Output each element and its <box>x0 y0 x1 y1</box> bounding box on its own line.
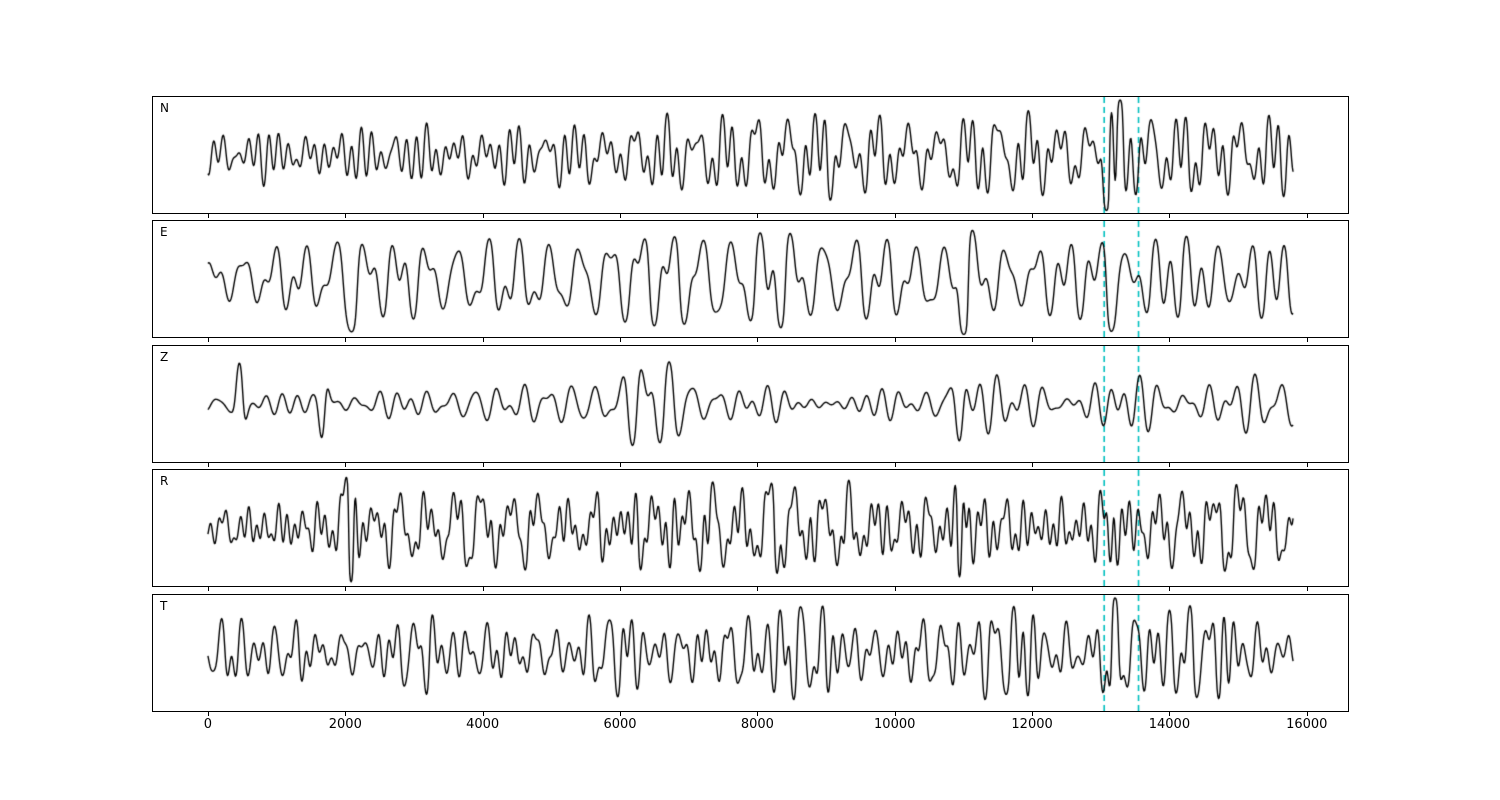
waveform-canvas-Z <box>153 346 1348 462</box>
x-tick-mark <box>1306 338 1308 342</box>
x-tick-mark <box>1032 214 1034 218</box>
x-tick-mark <box>757 587 759 591</box>
x-tick-mark <box>757 463 759 467</box>
x-tick-mark <box>894 712 896 716</box>
waveform-canvas-T <box>153 595 1348 711</box>
x-tick-mark <box>1306 712 1308 716</box>
waveform-canvas-E <box>153 221 1348 337</box>
panel-T: T <box>152 594 1349 716</box>
x-tick-mark <box>620 463 621 467</box>
x-tick-mark <box>207 712 209 716</box>
x-tick-mark <box>620 338 621 342</box>
x-tick-mark <box>757 214 759 218</box>
x-tick-mark <box>482 338 484 342</box>
x-tick-mark <box>1306 587 1308 591</box>
x-tick-label: 8000 <box>740 717 774 732</box>
x-tick-mark <box>345 338 347 342</box>
x-tick-label: 0 <box>203 717 213 732</box>
x-tick-label: 12000 <box>1011 717 1053 732</box>
panel-N: N <box>152 96 1349 218</box>
x-tick-mark <box>1306 214 1308 218</box>
x-tick-mark <box>894 463 896 467</box>
x-tick-label: 10000 <box>874 717 916 732</box>
x-tick-mark <box>1169 463 1171 467</box>
x-tick-mark <box>207 463 209 467</box>
x-tick-mark <box>1032 712 1034 716</box>
panel-E: E <box>152 220 1349 342</box>
x-tick-mark <box>1032 338 1034 342</box>
panel-label-E: E <box>160 225 168 239</box>
x-tick-mark <box>1032 587 1034 591</box>
x-tick-mark <box>894 338 896 342</box>
x-tick-mark <box>620 587 621 591</box>
x-tick-mark <box>1306 463 1308 467</box>
x-tick-mark <box>482 463 484 467</box>
x-tick-mark <box>894 587 896 591</box>
waveform-canvas-R <box>153 470 1348 586</box>
panel-R: R <box>152 469 1349 591</box>
x-tick-mark <box>345 214 347 218</box>
x-tick-mark <box>1032 463 1034 467</box>
waveform-canvas-N <box>153 97 1348 213</box>
x-tick-mark <box>207 587 209 591</box>
panel-label-R: R <box>160 474 169 488</box>
panel-label-N: N <box>160 101 169 115</box>
x-tick-mark <box>482 587 484 591</box>
x-tick-mark <box>345 463 347 467</box>
x-tick-mark <box>894 214 896 218</box>
x-tick-mark <box>757 338 759 342</box>
x-tick-mark <box>207 214 209 218</box>
x-tick-mark <box>482 214 484 218</box>
x-tick-label: 2000 <box>328 717 362 732</box>
x-tick-mark <box>1169 338 1171 342</box>
panel-label-T: T <box>160 599 168 613</box>
x-axis: 0 2000 4000 6000 8000 10000 12000 14000 16000 <box>152 717 1349 737</box>
x-tick-mark <box>482 712 484 716</box>
x-tick-mark <box>757 712 759 716</box>
x-tick-mark <box>1169 712 1171 716</box>
x-tick-mark <box>345 712 347 716</box>
x-tick-label: 4000 <box>466 717 500 732</box>
x-tick-mark <box>1169 587 1171 591</box>
panel-label-Z: Z <box>160 350 169 364</box>
x-tick-mark <box>1169 214 1171 218</box>
x-tick-label: 14000 <box>1148 717 1191 732</box>
x-tick-label: 16000 <box>1286 717 1328 732</box>
x-tick-mark <box>345 587 347 591</box>
panel-Z: Z <box>152 345 1349 467</box>
x-tick-mark <box>620 712 621 716</box>
x-tick-mark <box>620 214 621 218</box>
x-tick-label: 6000 <box>603 717 637 732</box>
x-tick-mark <box>207 338 209 342</box>
